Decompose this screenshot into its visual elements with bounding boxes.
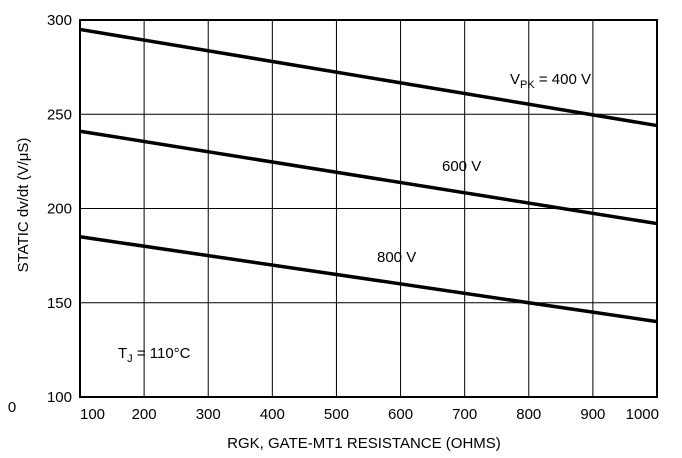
stray-tick-label: 0 <box>8 399 16 416</box>
y-axis-label: STATIC dv/dt (V/μS) <box>15 138 32 273</box>
y-tick-label: 100 <box>47 389 72 406</box>
series-800-label: 800 V <box>377 249 416 266</box>
x-axis-label: RGK, GATE-MT1 RESISTANCE (OHMS) <box>227 435 501 452</box>
x-tick-label: 300 <box>196 406 221 423</box>
x-tick-labels: 100 200 300 400 500 600 700 800 900 1000 <box>80 406 659 423</box>
y-tick-labels: 100 150 200 250 300 <box>47 12 72 406</box>
x-tick-label: 100 <box>80 406 105 423</box>
x-tick-label: 200 <box>132 406 157 423</box>
y-tick-label: 250 <box>47 106 72 123</box>
x-tick-label: 700 <box>452 406 477 423</box>
x-tick-label: 600 <box>388 406 413 423</box>
plot-frame <box>79 19 658 398</box>
y-tick-label: 150 <box>47 295 72 312</box>
vpk-400-label: VPK = 400 V <box>510 71 591 91</box>
x-tick-label: 1000 <box>626 406 659 423</box>
x-tick-label: 500 <box>324 406 349 423</box>
series-line <box>79 27 658 128</box>
x-tick-label: 400 <box>260 406 285 423</box>
x-tick-label: 800 <box>516 406 541 423</box>
tj-label: TJ = 110°C <box>118 345 191 365</box>
x-tick-label: 900 <box>580 406 605 423</box>
series-line <box>79 235 658 324</box>
y-tick-label: 300 <box>47 12 72 29</box>
series-lines <box>79 27 658 324</box>
series-600-label: 600 V <box>442 158 481 175</box>
series-line <box>79 129 658 226</box>
y-tick-label: 200 <box>47 201 72 218</box>
